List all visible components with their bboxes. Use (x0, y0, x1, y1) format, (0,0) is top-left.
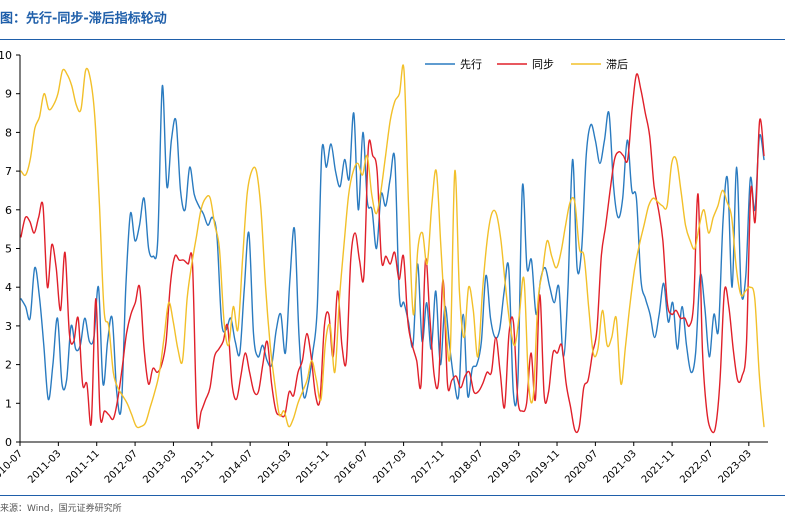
x-tick-label: 2016-07 (333, 448, 370, 485)
source-note: 来源：Wind，国元证券研究所 (0, 504, 122, 514)
chart-title: 图：先行-同步-滞后指标轮动 (0, 11, 167, 27)
x-tick-label: 2015-11 (295, 448, 332, 485)
y-tick-label: 8 (5, 126, 12, 139)
title-underline (0, 39, 785, 40)
series-line-1 (20, 85, 765, 415)
x-tick-label: 2018-07 (448, 448, 485, 485)
x-tick-label: 2019-11 (525, 448, 562, 485)
x-tick-label: 2011-11 (65, 448, 102, 485)
x-tick-label: 2011-03 (26, 448, 63, 485)
x-tick-label: 2020-07 (563, 448, 600, 485)
x-tick-label: 2012-07 (103, 448, 140, 485)
y-tick-label: 4 (5, 281, 12, 294)
legend: 先行 同步 滞后 (425, 58, 628, 71)
bottom-rule (0, 495, 785, 496)
y-tick-label: 10 (0, 49, 12, 62)
y-tick-label: 7 (5, 165, 12, 178)
chart-area: 0 1 2 3 4 5 6 7 8 9 10 2010-07 2011-03 2011-11 2012-07… (0, 40, 785, 495)
y-tick-label: 3 (5, 320, 12, 333)
x-tick-label: 2017-03 (371, 448, 408, 485)
x-tick-label: 2021-03 (602, 448, 639, 485)
x-tick-label: 2015-03 (256, 448, 293, 485)
line-chart: 0 1 2 3 4 5 6 7 8 9 10 2010-07 2011-03 2011-11 2012-07… (0, 49, 768, 486)
y-tick-label: 1 (5, 397, 12, 410)
x-tick-label: 2013-03 (141, 448, 178, 485)
x-tick-label: 2013-11 (180, 448, 217, 485)
x-tick-label: 2017-11 (410, 448, 447, 485)
y-tick-label: 9 (5, 88, 12, 101)
x-tick-label: 2010-07 (0, 448, 25, 485)
y-tick-label: 5 (5, 243, 12, 256)
legend-label-2: 同步 (532, 58, 554, 71)
x-tick-label: 2023-03 (717, 448, 754, 485)
y-tick-label: 2 (5, 359, 12, 372)
x-tick-label: 2021-11 (640, 448, 677, 485)
series-line-3 (20, 64, 765, 429)
series-line-2 (20, 73, 765, 434)
axes: 0 1 2 3 4 5 6 7 8 9 10 2010-07 2011-03 2011-11 2012-07… (0, 49, 768, 486)
legend-label-1: 先行 (460, 58, 482, 71)
series-layer (20, 64, 765, 434)
y-tick-label: 6 (5, 204, 12, 217)
x-tick-label: 2019-03 (486, 448, 523, 485)
title-bar: 图：先行-同步-滞后指标轮动 (0, 0, 785, 30)
x-tick-label: 2022-07 (678, 448, 715, 485)
x-tick-label: 2014-07 (218, 448, 255, 485)
y-tick-label: 0 (5, 436, 12, 449)
legend-label-3: 滞后 (606, 58, 628, 71)
